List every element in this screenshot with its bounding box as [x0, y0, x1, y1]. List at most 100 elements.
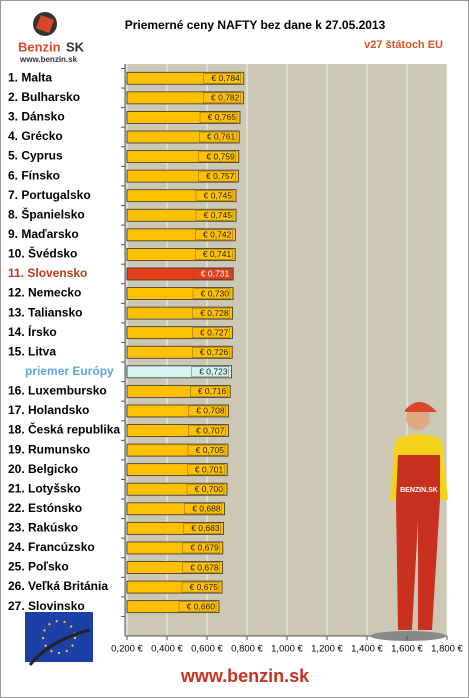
value-label: € 0,716	[198, 386, 227, 396]
value-label: € 0,731	[201, 269, 230, 279]
value-label-box	[187, 444, 226, 456]
value-label-box	[203, 92, 241, 104]
category-label: 1. Malta	[8, 70, 52, 84]
flag-hose	[28, 628, 91, 666]
bar	[126, 189, 237, 203]
category-label: 14. Írsko	[8, 324, 57, 339]
value-label: € 0,705	[196, 445, 225, 455]
value-label: € 0,730	[201, 288, 230, 298]
footer: www.benzin.sk	[180, 666, 310, 686]
value-label: € 0,678	[190, 562, 219, 572]
category-label: 5. Cyprus	[8, 149, 63, 163]
x-tick-label: 0,800 €	[231, 644, 263, 655]
value-label: € 0,727	[200, 327, 229, 337]
value-label-box	[186, 464, 225, 475]
bar	[126, 365, 232, 379]
value-label: € 0,675	[190, 582, 219, 592]
category-label: 3. Dánsko	[8, 110, 65, 124]
bar	[126, 169, 239, 183]
category-label: 11. Slovensko	[8, 266, 87, 280]
value-label: € 0,723	[199, 367, 228, 377]
value-label: € 0,745	[204, 210, 233, 220]
bar	[126, 91, 244, 105]
category-label: 6. Fínsko	[8, 168, 60, 182]
value-label: € 0,765	[208, 112, 237, 122]
value-label: € 0,741	[203, 249, 232, 259]
value-label-box	[195, 190, 234, 201]
value-label-box	[181, 581, 220, 593]
mascot-shadow	[370, 631, 446, 641]
x-tick-label: 1,600 €	[391, 644, 423, 655]
x-tick-label: 1,000 €	[271, 644, 303, 655]
bar	[126, 326, 233, 340]
value-label: € 0,660	[187, 601, 216, 611]
flag-stars	[42, 620, 76, 654]
category-label: 26. Veľká Británia	[8, 579, 108, 593]
bar	[126, 482, 228, 496]
category-label: 25. Poľsko	[8, 560, 69, 574]
category-label: 23. Rakúsko	[8, 521, 78, 535]
logo-suffix: SK	[66, 39, 85, 54]
category-label: 2. Bulharsko	[8, 90, 80, 104]
logo: Benzin SK www.benzin.sk	[18, 12, 85, 64]
x-tick-label: 1,200 €	[311, 644, 343, 655]
bar	[126, 443, 229, 457]
chart-subtitle: v27 štátoch EU	[364, 39, 443, 51]
value-label-box	[189, 386, 228, 397]
bar	[126, 404, 229, 418]
value-label: € 0,683	[191, 523, 220, 533]
category-label: priemer Európy	[25, 364, 114, 378]
category-label: 20. Belgicko	[8, 462, 78, 476]
bar	[126, 306, 233, 320]
value-label-box	[191, 347, 230, 358]
value-label-box	[188, 405, 226, 417]
x-tick-label: 0,400 €	[151, 644, 183, 655]
value-label-box	[192, 268, 231, 280]
value-label: € 0,708	[196, 406, 225, 416]
value-label-box	[198, 170, 236, 182]
logo-can	[36, 15, 54, 33]
value-label: € 0,745	[204, 190, 233, 200]
bar	[126, 580, 223, 594]
value-label: € 0,757	[206, 171, 235, 181]
value-label-box	[198, 151, 237, 162]
value-label-box	[182, 542, 221, 554]
bar	[126, 600, 220, 614]
x-tick-label: 1,400 €	[351, 644, 383, 655]
value-label-box	[188, 425, 226, 436]
value-label: € 0,728	[200, 308, 229, 318]
category-label: 15. Litva	[8, 344, 56, 358]
value-label-box	[192, 288, 231, 299]
category-label: 10. Švédsko	[8, 246, 77, 261]
bar	[126, 71, 245, 85]
category-label: 24. Francúzsko	[8, 540, 95, 554]
value-label-box	[192, 307, 230, 319]
bar	[126, 463, 228, 477]
value-label: € 0,742	[203, 230, 232, 240]
value-label: € 0,679	[190, 543, 219, 553]
bar	[126, 267, 234, 281]
value-label-box	[186, 484, 225, 495]
value-label-box	[178, 601, 217, 612]
category-label: 8. Španielsko	[8, 206, 85, 221]
value-label-box	[192, 327, 230, 338]
mascot-text: BENZIN.SK	[400, 487, 438, 494]
category-label: 16. Luxembursko	[8, 384, 107, 398]
chart-title: Priemerné ceny NAFTY bez dane k 27.05.20…	[125, 18, 386, 32]
logo-url: www.benzin.sk	[19, 55, 78, 64]
logo-name: Benzin	[18, 39, 61, 54]
bar	[126, 561, 223, 574]
bar	[126, 248, 236, 261]
value-label-box	[194, 249, 233, 260]
bar	[126, 130, 240, 144]
mascot-cap	[405, 401, 437, 412]
category-label: 9. Maďarsko	[8, 227, 79, 241]
value-label-box	[203, 73, 242, 84]
category-label: 21. Lotyšsko	[8, 481, 81, 495]
mascot-overalls	[396, 455, 440, 630]
bar	[126, 541, 224, 555]
bar	[126, 287, 234, 300]
bar	[126, 111, 241, 124]
value-label: € 0,707	[196, 425, 225, 435]
